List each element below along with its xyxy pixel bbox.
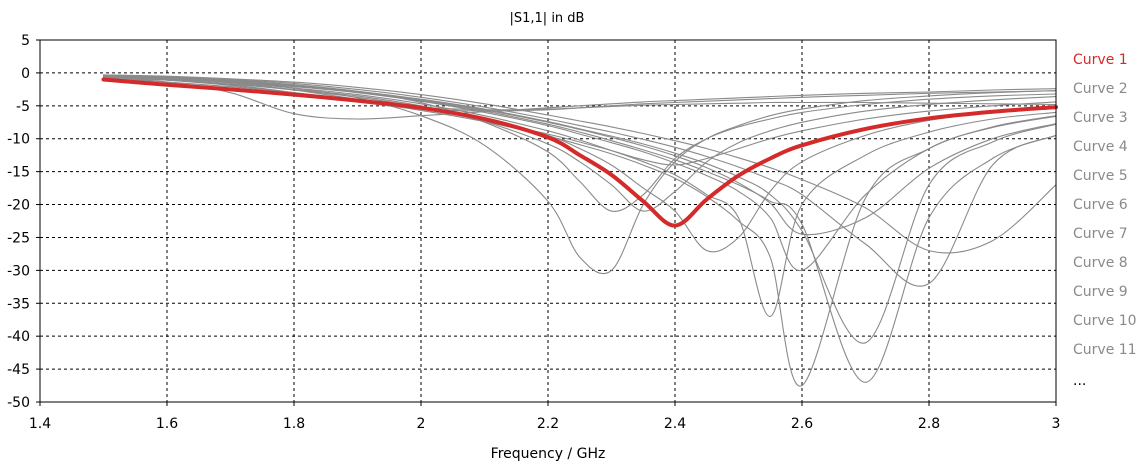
y-tick-label: -35 [7, 296, 30, 312]
legend-item[interactable]: Curve 4 [1073, 139, 1128, 155]
y-tick-label: 5 [21, 33, 30, 49]
legend-item[interactable]: Curve 2 [1073, 81, 1128, 97]
x-tick-label: 2.8 [918, 416, 940, 432]
y-tick-label: -10 [7, 132, 30, 148]
x-tick-label: 1.6 [156, 416, 178, 432]
x-tick-label: 1.4 [29, 416, 51, 432]
chart-title: |S1,1| in dB [510, 11, 585, 26]
y-tick-label: -20 [7, 198, 30, 214]
y-tick-label: -50 [7, 395, 30, 411]
x-tick-label: 2.6 [791, 416, 813, 432]
y-tick-label: -15 [7, 165, 30, 181]
y-tick-label: 0 [21, 66, 30, 82]
x-axis-ticks: 1.4 1.6 1.8 2 2.2 2.4 2.6 2.8 3 [29, 402, 1061, 432]
legend-item[interactable]: Curve 6 [1073, 197, 1128, 213]
y-tick-label: -25 [7, 230, 30, 246]
series-line [102, 76, 1057, 212]
legend-item[interactable]: Curve 5 [1073, 168, 1128, 184]
x-tick-label: 2.2 [537, 416, 559, 432]
series-line [102, 74, 1057, 236]
series-line-highlight [101, 77, 1058, 228]
x-tick-label: 2 [417, 416, 426, 432]
legend-item[interactable]: Curve 9 [1073, 284, 1128, 300]
x-tick-label: 3 [1052, 416, 1061, 432]
x-tick-label: 1.8 [283, 416, 305, 432]
legend-item[interactable]: Curve 1 [1073, 52, 1128, 68]
curves [101, 74, 1058, 387]
legend-item[interactable]: Curve 11 [1073, 342, 1137, 358]
y-tick-label: -40 [7, 329, 30, 345]
legend-item[interactable]: Curve 3 [1073, 110, 1128, 126]
legend-more[interactable]: ... [1073, 373, 1086, 389]
x-axis-label: Frequency / GHz [491, 446, 606, 462]
legend-item[interactable]: Curve 7 [1073, 226, 1128, 242]
x-tick-label: 2.4 [664, 416, 686, 432]
y-axis-ticks: 5 0 -5 -10 -15 -20 -25 -30 -35 -40 -45 -50 [7, 33, 40, 411]
series-line [102, 76, 1057, 120]
y-tick-label: -5 [16, 99, 30, 115]
series-line [102, 74, 1057, 254]
series-line [102, 74, 1057, 287]
series-line [102, 74, 1057, 212]
legend-item[interactable]: Curve 10 [1073, 313, 1137, 329]
legend-item[interactable]: Curve 8 [1073, 255, 1128, 271]
series-line [102, 75, 1057, 271]
legend: Curve 1 Curve 2 Curve 3 Curve 4 Curve 5 Curve… [1073, 52, 1137, 389]
series-line [102, 76, 1057, 253]
y-tick-label: -45 [7, 362, 30, 378]
grid [40, 40, 1056, 402]
series-line [102, 76, 1057, 317]
y-tick-label: -30 [7, 263, 30, 279]
series-line [102, 75, 1057, 387]
series-line [102, 74, 1057, 344]
